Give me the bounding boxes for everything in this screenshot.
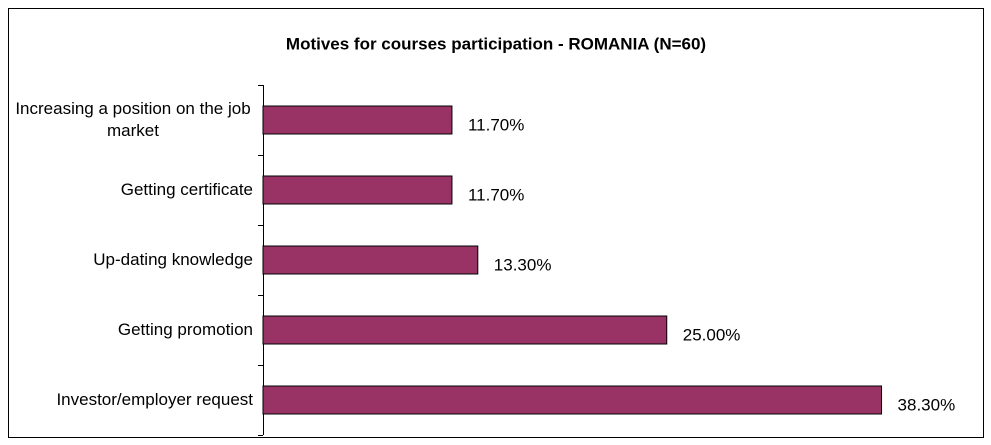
chart-title: Motives for courses participation - ROMA… <box>286 34 706 53</box>
data-label: 13.30% <box>494 255 552 274</box>
data-label: 11.70% <box>468 185 524 204</box>
y-tick-label-box: Investor/employer request <box>13 389 253 411</box>
y-tick-label-box: Getting certificate <box>13 179 253 201</box>
data-label: 38.30% <box>898 395 956 414</box>
data-label: 11.70% <box>468 115 524 134</box>
bar <box>262 385 883 415</box>
y-tick-label-box: Getting promotion <box>13 319 253 341</box>
y-tick-label: Getting certificate <box>120 180 253 199</box>
y-tick-label: Up-dating knowledge <box>93 250 253 269</box>
y-tick-label: Investor/employer request <box>56 390 253 409</box>
data-label: 25.00% <box>683 325 741 344</box>
chart-border <box>8 8 984 438</box>
y-tick-label-box: Increasing a position on the job market <box>13 98 253 142</box>
bar <box>262 315 668 345</box>
bar <box>262 175 453 205</box>
bar <box>262 245 479 275</box>
bar <box>262 105 453 135</box>
y-tick-label: Getting promotion <box>117 320 253 339</box>
y-tick-label: Increasing a position on the job market <box>15 99 251 140</box>
y-tick-label-box: Up-dating knowledge <box>13 249 253 271</box>
